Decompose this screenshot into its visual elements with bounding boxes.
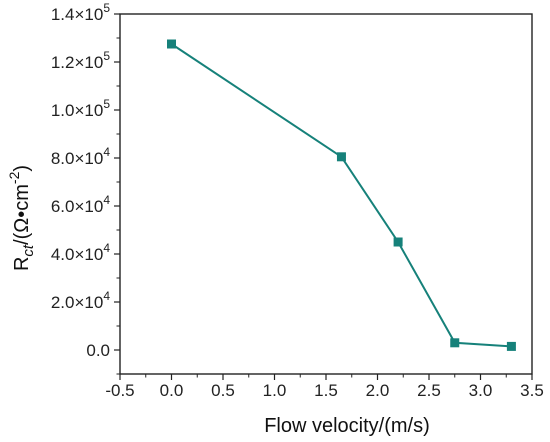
data-point xyxy=(167,39,176,49)
data-point xyxy=(506,341,516,351)
y-tick-label: 4.0×104 xyxy=(51,241,110,264)
data-point xyxy=(450,338,460,348)
y-tick-label: 1.2×105 xyxy=(51,49,110,72)
x-axis-title: Flow velocity/(m/s) xyxy=(264,415,430,437)
y-tick-label: 6.0×104 xyxy=(51,193,110,216)
x-tick-label: 1.0 xyxy=(263,381,287,400)
x-axis: -0.5 0.0 0.5 1.0 1.5 2.0 2.5 3.0 3.5 xyxy=(105,374,544,400)
y-axis: 0.0 2.0×104 4.0×104 6.0×104 8.0×104 1.0×105 1.… xyxy=(51,1,120,375)
y-tick-label: 2.0×104 xyxy=(51,289,110,312)
x-tick-label: 1.5 xyxy=(314,381,338,400)
x-tick-label: 0.0 xyxy=(160,381,184,400)
data-point xyxy=(393,237,403,247)
series-layer xyxy=(167,39,516,351)
series-line xyxy=(170,43,512,348)
y-axis-title-sub: ct xyxy=(20,244,37,257)
y-axis-title-unit: /(Ω•cm xyxy=(11,184,33,245)
x-tick-label: 0.5 xyxy=(211,381,235,400)
y-axis-title-close: ) xyxy=(11,165,33,172)
x-tick-label: 2.0 xyxy=(366,381,390,400)
y-tick-label: 0.0 xyxy=(86,341,110,360)
x-tick-label: 3.0 xyxy=(469,381,493,400)
x-tick-label: 2.5 xyxy=(417,381,441,400)
y-tick-label: 1.0×105 xyxy=(51,97,110,120)
x-tick-label: 3.5 xyxy=(520,381,544,400)
y-tick-label: 1.4×105 xyxy=(51,1,110,24)
plot-border xyxy=(119,13,533,375)
y-axis-title: Rct/(Ω•cm-2) xyxy=(6,165,37,271)
data-point xyxy=(336,152,346,162)
y-axis-title-main: R xyxy=(11,257,33,271)
x-tick-label: -0.5 xyxy=(105,381,134,400)
y-tick-label: 8.0×104 xyxy=(51,145,110,168)
plot-frame xyxy=(119,13,533,375)
y-axis-title-sup: -2 xyxy=(6,171,22,184)
